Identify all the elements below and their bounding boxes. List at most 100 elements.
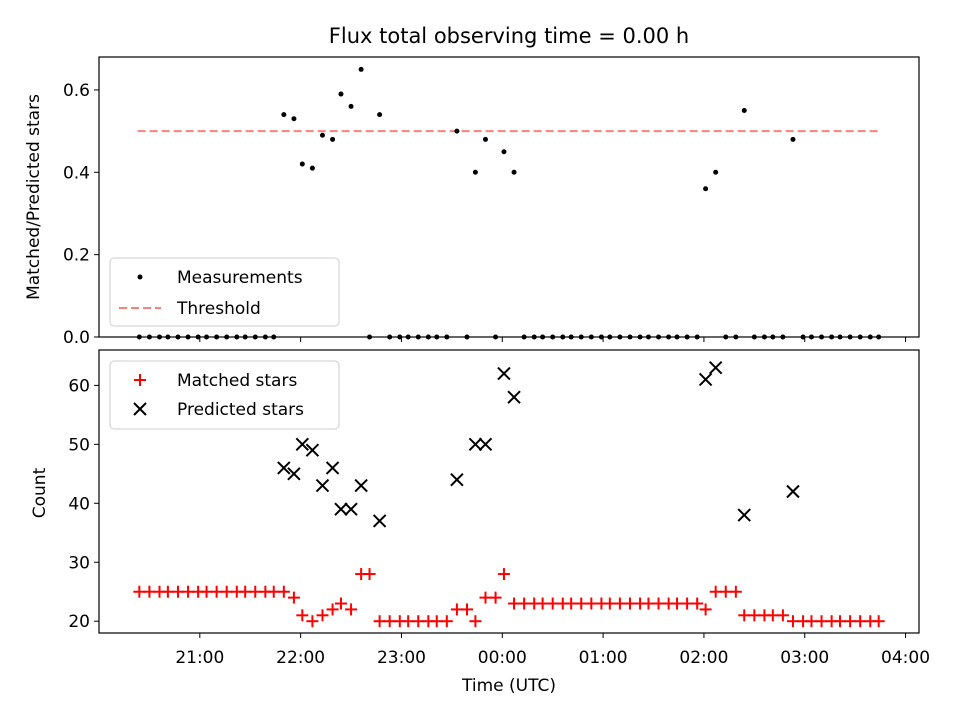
legend-measurements-label: Measurements [177, 268, 303, 288]
bottom-plot-marks [133, 360, 885, 628]
measurement-point [309, 165, 315, 171]
predicted-star-point [478, 437, 493, 452]
matched-star-point [363, 568, 376, 581]
predicted-star-point [507, 390, 521, 404]
bottom-y-tick-label: 20 [68, 612, 90, 632]
matched-star-point [729, 585, 742, 598]
matched-star-point [671, 597, 684, 610]
matched-star-point [766, 609, 779, 622]
legend-matched-marker [134, 374, 146, 386]
predicted-star-point [287, 467, 301, 481]
measurement-point [501, 149, 507, 155]
bottom-y-tick-label: 60 [68, 376, 90, 396]
matched-star-point [536, 597, 549, 610]
top-ticks: 0.0 0.2 0.4 0.6 [63, 81, 907, 348]
matched-star-point [133, 585, 146, 598]
matched-star-point [440, 615, 453, 628]
legend-threshold-label: Threshold [176, 299, 261, 319]
bottom-panel: Count Time (UTC) 20 30 40 50 60 21:00 22:00 23:… [30, 349, 930, 696]
predicted-star-point [708, 360, 723, 375]
predicted-star-point [305, 443, 320, 457]
predicted-star-point [344, 502, 358, 516]
matched-star-point [613, 597, 626, 610]
measurement-point [299, 161, 305, 167]
bottom-x-tick-label: 22:00 [276, 648, 325, 668]
measurement-point [511, 169, 517, 175]
bottom-x-tick-label: 21:00 [175, 648, 224, 668]
predicted-star-point [698, 372, 713, 387]
matched-star-point [479, 591, 492, 604]
measurement-point [472, 169, 478, 175]
matched-star-point [748, 609, 761, 622]
matched-star-point [719, 585, 732, 598]
predicted-star-point [468, 437, 483, 452]
measurement-point [377, 112, 383, 118]
matched-star-point [171, 585, 184, 598]
top-y-axis-label: Matched/Predicted stars [24, 94, 44, 300]
matched-star-point [239, 585, 252, 598]
matched-star-point [373, 615, 386, 628]
measurement-point [741, 108, 747, 114]
matched-star-point [220, 585, 233, 598]
bottom-x-tick-label: 01:00 [579, 648, 628, 668]
matched-star-point [460, 603, 473, 616]
measurement-point [348, 103, 354, 109]
matched-star-point [518, 597, 531, 610]
matched-star-point [565, 597, 578, 610]
matched-star-point [776, 609, 789, 622]
measurement-point [330, 136, 336, 142]
matched-star-point [815, 615, 828, 628]
matched-star-point [402, 615, 415, 628]
predicted-star-point [315, 478, 330, 493]
top-y-tick-label: 0.2 [63, 246, 90, 266]
legend-measurements-marker [137, 274, 143, 280]
matched-star-point [585, 597, 598, 610]
top-legend-box [109, 257, 340, 327]
matched-star-point [412, 615, 425, 628]
predicted-star-point [372, 514, 387, 528]
matched-star-point [691, 597, 704, 610]
measurement-point [291, 116, 297, 122]
matched-star-point [844, 615, 857, 628]
matched-star-point [450, 603, 463, 616]
bottom-y-axis-label: Count [30, 467, 50, 518]
matched-star-point [249, 585, 262, 598]
matched-star-point [642, 597, 655, 610]
matched-star-point [267, 585, 280, 598]
bottom-x-tick-label: 04:00 [881, 648, 930, 668]
matched-star-point [489, 591, 502, 604]
bottom-ticks: 20 30 40 50 60 21:00 22:00 23:00 00:00 01:00 02:00… [68, 376, 930, 668]
matched-star-point [143, 585, 156, 598]
legend-matched-label: Matched stars [177, 371, 297, 391]
matched-star-point [681, 597, 694, 610]
measurement-point [358, 66, 364, 72]
bottom-x-tick-label: 02:00 [679, 648, 728, 668]
bottom-x-tick-label: 03:00 [780, 648, 829, 668]
matched-star-point [277, 585, 290, 598]
top-chart-title: Flux total observing time = 0.00 h [329, 24, 689, 48]
matched-star-point [834, 615, 847, 628]
bottom-x-axis-label: Time (UTC) [461, 676, 556, 696]
matched-star-point [623, 597, 636, 610]
top-plot-frame [98, 56, 920, 338]
matched-star-point [182, 585, 195, 598]
bottom-y-tick-label: 50 [68, 435, 90, 455]
bottom-plot-frame [98, 349, 920, 634]
measurement-point [338, 91, 344, 97]
predicted-star-point [277, 461, 291, 475]
measurement-point [319, 132, 325, 138]
bottom-y-tick-label: 40 [68, 494, 90, 514]
matched-star-point [805, 615, 818, 628]
predicted-star-point [354, 478, 368, 493]
predicted-star-point [786, 484, 800, 499]
bottom-x-tick-label: 00:00 [478, 648, 527, 668]
top-y-tick-label: 0.4 [63, 163, 90, 183]
bottom-y-tick-label: 30 [68, 553, 90, 573]
matched-star-point [469, 615, 482, 628]
matched-star-point [200, 585, 213, 598]
matched-star-point [738, 609, 751, 622]
matched-star-point [709, 585, 722, 598]
predicted-star-point [295, 437, 310, 452]
measurement-point [790, 136, 796, 142]
